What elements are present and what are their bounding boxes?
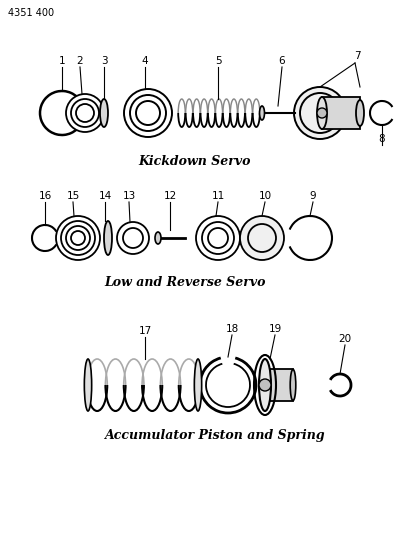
Circle shape	[196, 216, 240, 260]
Circle shape	[66, 226, 90, 250]
Text: 4351 400: 4351 400	[8, 8, 54, 18]
Text: 3: 3	[101, 56, 107, 66]
Text: Low and Reverse Servo: Low and Reverse Servo	[104, 276, 266, 289]
Circle shape	[136, 101, 160, 125]
Text: 13: 13	[122, 191, 135, 201]
Circle shape	[76, 104, 94, 122]
Bar	[265, 369, 293, 401]
Text: 4: 4	[142, 56, 149, 66]
Circle shape	[71, 99, 99, 127]
Ellipse shape	[194, 359, 202, 411]
Circle shape	[208, 228, 228, 248]
Text: 20: 20	[339, 334, 352, 344]
Text: 1: 1	[59, 56, 65, 66]
Text: 17: 17	[138, 326, 152, 336]
Circle shape	[56, 216, 100, 260]
Bar	[322, 97, 360, 129]
Text: 5: 5	[215, 56, 221, 66]
Text: 7: 7	[354, 51, 360, 61]
Text: 2: 2	[77, 56, 83, 66]
Ellipse shape	[155, 232, 161, 244]
Circle shape	[240, 216, 284, 260]
Circle shape	[317, 108, 327, 118]
Circle shape	[117, 222, 149, 254]
Text: 8: 8	[379, 134, 385, 144]
Circle shape	[66, 94, 104, 132]
Ellipse shape	[317, 97, 327, 129]
Circle shape	[202, 222, 234, 254]
Circle shape	[61, 221, 95, 255]
Text: 14: 14	[98, 191, 112, 201]
Text: 16: 16	[38, 191, 52, 201]
Text: 19: 19	[268, 324, 282, 334]
Ellipse shape	[290, 369, 296, 401]
Circle shape	[294, 87, 346, 139]
Text: 12: 12	[163, 191, 177, 201]
Ellipse shape	[259, 359, 271, 411]
Text: 6: 6	[279, 56, 285, 66]
Circle shape	[71, 231, 85, 245]
Circle shape	[300, 93, 340, 133]
Text: 10: 10	[258, 191, 272, 201]
Text: 18: 18	[225, 324, 239, 334]
Text: 15: 15	[67, 191, 80, 201]
Circle shape	[130, 95, 166, 131]
Circle shape	[259, 379, 271, 391]
Ellipse shape	[356, 100, 364, 126]
Text: 11: 11	[211, 191, 225, 201]
Circle shape	[123, 228, 143, 248]
Circle shape	[124, 89, 172, 137]
Text: 9: 9	[310, 191, 316, 201]
Ellipse shape	[104, 221, 112, 255]
Text: Accumulator Piston and Spring: Accumulator Piston and Spring	[105, 429, 325, 442]
Ellipse shape	[100, 99, 108, 127]
Ellipse shape	[84, 359, 92, 411]
Text: Kickdown Servo: Kickdown Servo	[139, 155, 251, 168]
Ellipse shape	[259, 106, 264, 120]
Circle shape	[248, 224, 276, 252]
